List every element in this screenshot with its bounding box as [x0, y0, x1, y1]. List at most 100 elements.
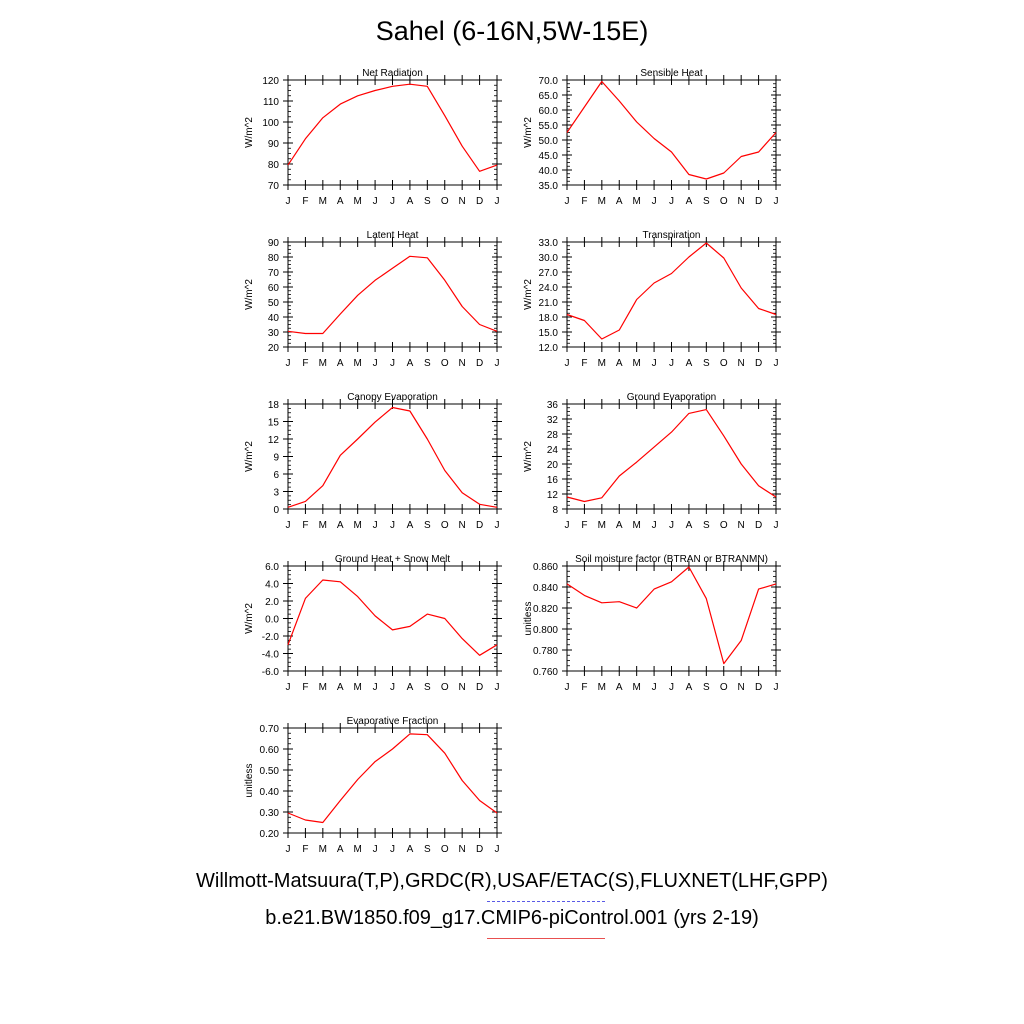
chart-panel-9: Evaporative Fraction 0.20 0.30 0.40 0.50 0.60… — [244, 716, 502, 855]
x-tick-label: J — [390, 682, 395, 693]
x-tick-label: A — [407, 358, 414, 369]
series-line-1 — [287, 255, 498, 335]
y-tick-label: 80 — [268, 160, 280, 171]
x-tick-label: J — [286, 682, 291, 693]
x-tick-label: O — [720, 196, 728, 207]
x-tick-label: O — [720, 358, 728, 369]
x-tick-label: J — [652, 196, 657, 207]
plot-frame — [287, 79, 498, 186]
x-tick-label: J — [495, 682, 500, 693]
x-tick-label: J — [565, 682, 570, 693]
y-tick-label: 0.50 — [260, 766, 280, 777]
chart-panel-4: Transpiration 12.0 15.0 18.0 21.0 24.0 27.0 30.… — [523, 230, 781, 369]
y-tick-label: 9 — [273, 453, 279, 464]
x-tick-label: J — [286, 358, 291, 369]
x-tick-label: A — [407, 682, 414, 693]
x-tick-label: J — [495, 358, 500, 369]
y-tick-label: 24.0 — [539, 283, 559, 294]
plot-frame — [287, 241, 498, 348]
series-line-1 — [287, 406, 498, 508]
x-tick-label: N — [459, 196, 466, 207]
x-tick-label: J — [373, 520, 378, 531]
y-tick-label: 50.0 — [539, 136, 559, 147]
x-tick-label: J — [565, 520, 570, 531]
y-tick-label: 120 — [262, 76, 279, 87]
y-tick-label: 21.0 — [539, 298, 559, 309]
x-tick-label: N — [738, 520, 745, 531]
x-tick-label: J — [286, 196, 291, 207]
x-tick-label: J — [669, 358, 674, 369]
y-tick-label: -2.0 — [262, 632, 280, 643]
x-tick-label: J — [669, 682, 674, 693]
y-tick-label: 16 — [547, 475, 559, 486]
x-tick-label: A — [337, 520, 344, 531]
plot-frame — [287, 565, 498, 672]
legend-observations-swatch — [487, 901, 605, 902]
x-tick-label: F — [581, 520, 587, 531]
x-tick-label: M — [319, 358, 327, 369]
x-tick-label: A — [407, 196, 414, 207]
series-line-1 — [287, 83, 498, 172]
x-tick-label: N — [738, 196, 745, 207]
y-tick-label: 80 — [268, 253, 280, 264]
x-tick-label: O — [441, 196, 449, 207]
x-tick-label: M — [353, 196, 361, 207]
x-tick-label: S — [424, 358, 431, 369]
x-tick-label: F — [581, 358, 587, 369]
x-tick-label: M — [632, 682, 640, 693]
x-tick-label: F — [302, 358, 308, 369]
x-tick-label: S — [424, 682, 431, 693]
panel-title: Soil moisture factor (BTRAN or BTRANMN) — [575, 554, 768, 565]
y-tick-label: 35.0 — [539, 181, 559, 192]
y-tick-label: 33.0 — [539, 238, 559, 249]
y-tick-label: 30 — [268, 328, 280, 339]
x-tick-label: J — [286, 844, 291, 855]
x-tick-label: A — [616, 682, 623, 693]
x-tick-label: S — [703, 196, 710, 207]
x-tick-label: J — [495, 196, 500, 207]
x-tick-label: J — [669, 520, 674, 531]
x-tick-label: D — [755, 520, 762, 531]
y-tick-label: 55.0 — [539, 121, 559, 132]
y-axis-label: W/m^2 — [244, 279, 255, 310]
y-tick-label: 65.0 — [539, 91, 559, 102]
series-line-1 — [287, 733, 498, 824]
y-tick-label: 12 — [547, 490, 559, 501]
y-tick-label: 24 — [547, 445, 559, 456]
plot-frame — [566, 241, 777, 348]
y-tick-label: 27.0 — [539, 268, 559, 279]
panel-title: Evaporative Fraction — [347, 716, 439, 727]
chart-panel-7: Ground Heat + Snow Melt -6.0 -4.0 -2.0 0.0 2.… — [244, 554, 502, 693]
panel-title: Net Radiation — [362, 68, 423, 79]
x-tick-label: M — [319, 682, 327, 693]
x-tick-label: A — [616, 520, 623, 531]
x-tick-label: J — [390, 358, 395, 369]
y-tick-label: 0.860 — [533, 562, 558, 573]
x-tick-label: A — [407, 844, 414, 855]
x-tick-label: F — [302, 844, 308, 855]
y-tick-label: 90 — [268, 238, 280, 249]
x-tick-label: A — [337, 682, 344, 693]
chart-panel-2: Sensible Heat 35.0 40.0 45.0 50.0 55.0 60.0 65.… — [523, 68, 781, 207]
y-tick-label: 110 — [263, 97, 279, 108]
x-tick-label: F — [581, 682, 587, 693]
legend-model-label: b.e21.BW1850.f09_g17.CMIP6-piControl.001… — [265, 907, 759, 929]
panel-title: Sensible Heat — [640, 68, 702, 79]
y-tick-label: -4.0 — [262, 650, 280, 661]
x-tick-label: J — [774, 196, 779, 207]
x-tick-label: F — [302, 196, 308, 207]
panel-title: Latent Heat — [367, 230, 419, 241]
x-tick-label: J — [390, 520, 395, 531]
x-tick-label: N — [459, 358, 466, 369]
x-tick-label: O — [720, 520, 728, 531]
x-tick-label: J — [495, 520, 500, 531]
x-tick-label: J — [373, 844, 378, 855]
y-axis-label: unitless — [244, 764, 255, 798]
y-tick-label: 12.0 — [539, 343, 559, 354]
x-tick-label: S — [703, 358, 710, 369]
x-tick-label: A — [686, 520, 693, 531]
x-tick-label: N — [459, 682, 466, 693]
